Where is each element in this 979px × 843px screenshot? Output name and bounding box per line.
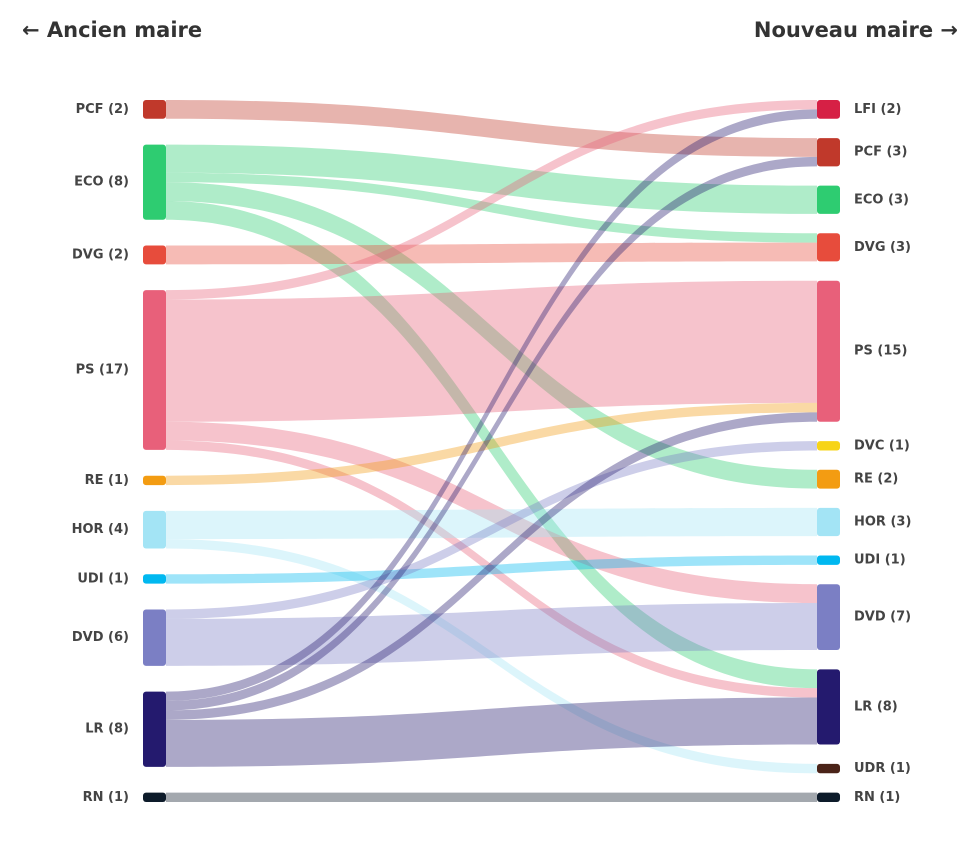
left-node-label: PS (17) (76, 363, 129, 378)
right-node-label: RE (2) (854, 472, 898, 487)
right-title: Nouveau maire → (754, 18, 958, 42)
right-node (817, 441, 840, 451)
left-node-label: LR (8) (85, 722, 129, 737)
right-node-label: DVC (1) (854, 438, 910, 453)
flow-link (166, 539, 817, 774)
flow-link (166, 100, 817, 157)
right-node (817, 669, 840, 745)
flow-link (166, 555, 817, 584)
right-node-label: PCF (3) (854, 145, 907, 160)
left-node-label: PCF (2) (76, 102, 129, 117)
left-node (143, 691, 166, 767)
flow-link (166, 172, 817, 243)
left-node (143, 510, 166, 549)
flow-link (166, 507, 817, 540)
left-node-label: DVD (6) (72, 630, 129, 645)
right-node-label: LFI (2) (854, 102, 901, 117)
flow-link (166, 412, 817, 720)
right-node (817, 469, 840, 489)
right-node-label: RN (1) (854, 790, 900, 805)
right-node-label: UDI (1) (854, 553, 906, 568)
right-node (817, 584, 840, 650)
right-node-label: DVG (3) (854, 240, 911, 255)
left-node-label: HOR (4) (72, 522, 129, 537)
right-node (817, 185, 840, 214)
flow-link (166, 440, 817, 698)
left-node (143, 574, 166, 584)
right-node-label: PS (15) (854, 344, 907, 359)
flow-link (166, 697, 817, 767)
flow-link (166, 200, 817, 689)
left-node-label: DVG (2) (72, 247, 129, 262)
flow-link (166, 421, 817, 603)
right-node-label: HOR (3) (854, 515, 911, 530)
left-node-label: UDI (1) (77, 571, 129, 586)
left-node (143, 245, 166, 265)
left-node (143, 290, 166, 450)
right-node-label: UDR (1) (854, 761, 911, 776)
left-node (143, 144, 166, 220)
flow-link (166, 156, 817, 711)
right-node (817, 138, 840, 167)
right-node (817, 763, 840, 774)
flow-link (166, 242, 817, 265)
flow-link (166, 402, 817, 486)
left-node-label: RE (1) (85, 473, 129, 488)
left-node (143, 792, 166, 802)
flow-link (166, 109, 817, 702)
left-node (143, 609, 166, 666)
right-node (817, 100, 840, 119)
left-node-label: ECO (8) (74, 175, 129, 190)
left-title: ← Ancien maire (22, 18, 202, 42)
right-node-label: DVD (7) (854, 610, 911, 625)
right-node (817, 507, 840, 537)
flow-link (166, 280, 817, 422)
flow-link (166, 441, 817, 619)
flow-link (166, 603, 817, 666)
flow-link (166, 144, 817, 214)
left-node-label: RN (1) (83, 790, 129, 805)
right-node (817, 233, 840, 262)
right-node (817, 555, 840, 565)
flow-link (166, 182, 817, 489)
flow-link (166, 100, 817, 300)
right-node (817, 792, 840, 802)
flow-link (166, 792, 817, 802)
right-node (817, 280, 840, 422)
left-node (143, 475, 166, 486)
right-node-label: ECO (3) (854, 192, 909, 207)
right-node-label: LR (8) (854, 699, 898, 714)
left-node (143, 100, 166, 119)
